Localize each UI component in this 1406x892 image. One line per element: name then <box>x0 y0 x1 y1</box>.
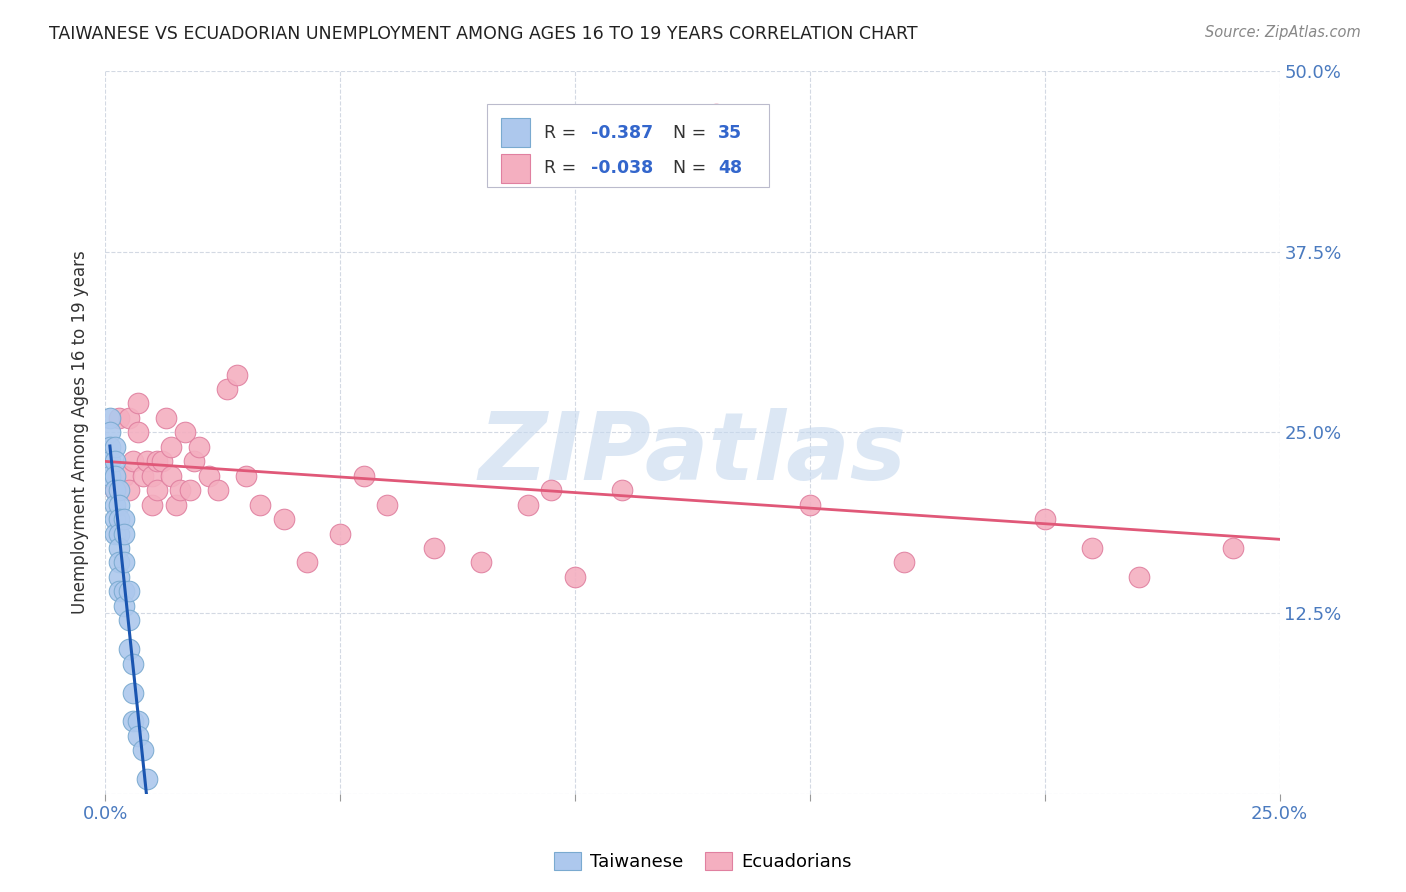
Text: R =: R = <box>544 124 582 142</box>
Point <box>207 483 229 498</box>
FancyBboxPatch shape <box>486 103 769 186</box>
Y-axis label: Unemployment Among Ages 16 to 19 years: Unemployment Among Ages 16 to 19 years <box>72 251 89 615</box>
Point <box>132 743 155 757</box>
Point <box>104 440 127 454</box>
Point <box>108 512 131 526</box>
Point <box>1033 512 1056 526</box>
Point <box>155 411 177 425</box>
Point <box>249 498 271 512</box>
Point <box>136 454 159 468</box>
Point <box>329 526 352 541</box>
Point <box>112 468 135 483</box>
Point <box>1128 570 1150 584</box>
Point <box>470 556 492 570</box>
Point <box>104 512 127 526</box>
Point <box>118 613 141 627</box>
Point <box>104 454 127 468</box>
Legend: Taiwanese, Ecuadorians: Taiwanese, Ecuadorians <box>547 845 859 879</box>
FancyBboxPatch shape <box>501 154 530 183</box>
Point <box>122 454 145 468</box>
Point <box>799 498 821 512</box>
Point <box>118 411 141 425</box>
Point <box>112 512 135 526</box>
Point <box>146 454 169 468</box>
Text: 48: 48 <box>718 160 742 178</box>
Point <box>108 584 131 599</box>
Point <box>104 468 127 483</box>
Point <box>235 468 257 483</box>
Point <box>104 483 127 498</box>
Point <box>150 454 173 468</box>
Point <box>353 468 375 483</box>
Point <box>610 483 633 498</box>
Point <box>188 440 211 454</box>
Point <box>127 714 149 729</box>
Point <box>104 483 127 498</box>
Point <box>893 556 915 570</box>
Point <box>160 440 183 454</box>
Point <box>136 772 159 787</box>
Point <box>127 425 149 440</box>
Point <box>179 483 201 498</box>
Point <box>118 584 141 599</box>
Point <box>98 440 121 454</box>
Point <box>122 657 145 671</box>
Point <box>104 526 127 541</box>
Point <box>423 541 446 555</box>
Text: -0.038: -0.038 <box>592 160 654 178</box>
Text: N =: N = <box>662 124 711 142</box>
Point <box>183 454 205 468</box>
Text: N =: N = <box>662 160 711 178</box>
Point <box>104 498 127 512</box>
Point <box>108 570 131 584</box>
Point <box>169 483 191 498</box>
Point <box>165 498 187 512</box>
FancyBboxPatch shape <box>501 119 530 147</box>
Point <box>146 483 169 498</box>
Point <box>132 468 155 483</box>
Text: Source: ZipAtlas.com: Source: ZipAtlas.com <box>1205 25 1361 40</box>
Point <box>141 468 163 483</box>
Point <box>108 483 131 498</box>
Point <box>112 556 135 570</box>
Point <box>108 526 131 541</box>
Point <box>704 107 727 121</box>
Point <box>108 541 131 555</box>
Point <box>108 498 131 512</box>
Point <box>108 411 131 425</box>
Point <box>122 685 145 699</box>
Point <box>160 468 183 483</box>
Text: -0.387: -0.387 <box>592 124 654 142</box>
Point <box>540 483 562 498</box>
Point <box>98 425 121 440</box>
Point <box>98 411 121 425</box>
Point <box>225 368 247 382</box>
Point <box>273 512 295 526</box>
Point <box>197 468 219 483</box>
Point <box>375 498 398 512</box>
Text: 35: 35 <box>718 124 742 142</box>
Point <box>118 483 141 498</box>
Point <box>174 425 197 440</box>
Text: ZIPatlas: ZIPatlas <box>478 408 907 500</box>
Point <box>112 584 135 599</box>
Point <box>118 642 141 657</box>
Point <box>295 556 318 570</box>
Point <box>98 468 121 483</box>
Point <box>1222 541 1244 555</box>
Text: TAIWANESE VS ECUADORIAN UNEMPLOYMENT AMONG AGES 16 TO 19 YEARS CORRELATION CHART: TAIWANESE VS ECUADORIAN UNEMPLOYMENT AMO… <box>49 25 918 43</box>
Text: R =: R = <box>544 160 582 178</box>
Point <box>127 396 149 410</box>
Point <box>517 498 540 512</box>
Point <box>112 526 135 541</box>
Point <box>141 498 163 512</box>
Point <box>122 714 145 729</box>
Point <box>564 570 586 584</box>
Point <box>1080 541 1102 555</box>
Point <box>108 556 131 570</box>
Point <box>112 599 135 613</box>
Point <box>127 729 149 743</box>
Point <box>217 382 239 396</box>
Point <box>98 454 121 468</box>
